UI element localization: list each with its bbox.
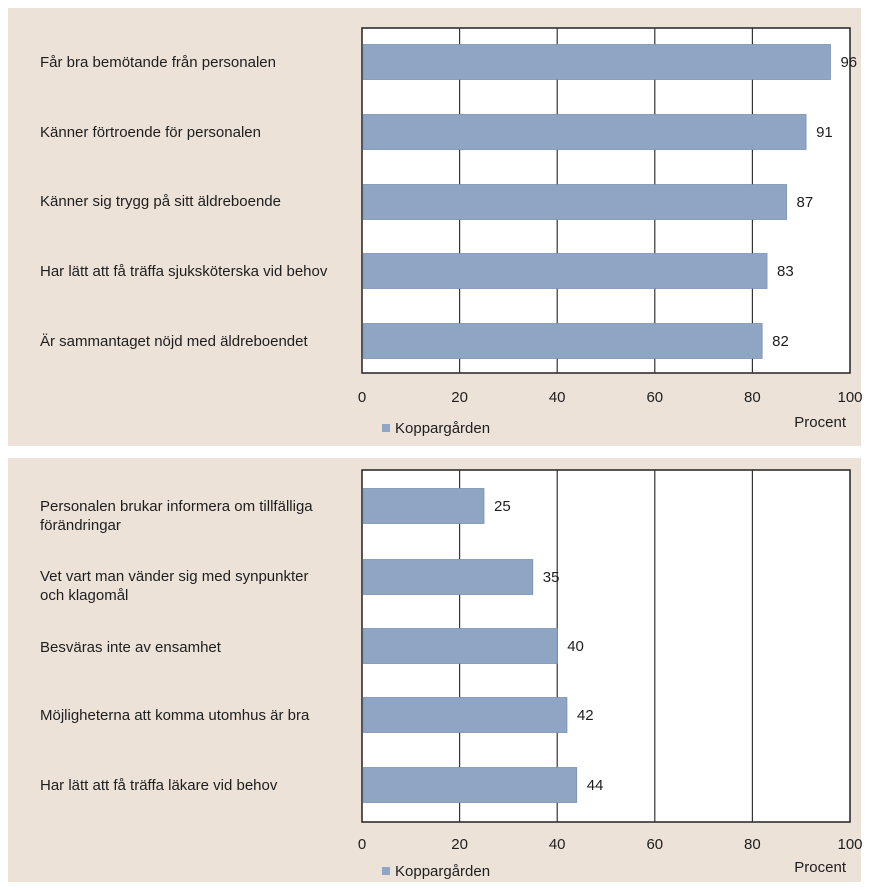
tick-label: 80 (744, 836, 761, 853)
bar (362, 44, 831, 80)
data-label: 91 (816, 124, 833, 141)
category-label: Vet vart man vänder sig med synpunkter o… (40, 568, 309, 604)
bar (362, 184, 787, 220)
data-label: 40 (567, 638, 584, 655)
bar (362, 488, 485, 524)
bar (362, 253, 768, 289)
tick-label: 100 (837, 389, 862, 406)
legend-swatch (382, 424, 390, 432)
category-label: Känner sig trygg på sitt äldreboende (40, 193, 281, 210)
panel-divider (0, 450, 869, 454)
category-label: Känner förtroende för personalen (40, 124, 261, 141)
tick-label: 20 (451, 389, 468, 406)
category-label: Får bra bemötande från personalen (40, 54, 276, 71)
x-axis-title: Procent (794, 414, 847, 431)
bar (362, 697, 568, 733)
tick-label: 40 (549, 836, 566, 853)
tick-label: 60 (646, 389, 663, 406)
category-label: Personalen brukar informera om tillfälli… (40, 498, 313, 534)
legend-label: Koppargården (395, 863, 490, 880)
data-label: 96 (840, 54, 857, 71)
data-label: 25 (494, 498, 511, 515)
bar (362, 559, 534, 595)
legend-label: Koppargården (395, 420, 490, 437)
category-label: Är sammantaget nöjd med äldreboendet (40, 333, 308, 350)
data-label: 42 (577, 707, 594, 724)
data-label: 83 (777, 263, 794, 280)
tick-label: 0 (358, 389, 366, 406)
legend-swatch (382, 867, 390, 875)
tick-label: 100 (837, 836, 862, 853)
data-label: 35 (543, 569, 560, 586)
tick-label: 0 (358, 836, 366, 853)
bar (362, 323, 763, 359)
data-label: 87 (797, 194, 814, 211)
data-label: 82 (772, 333, 789, 350)
tick-label: 60 (646, 836, 663, 853)
category-label: Har lätt att få träffa sjuksköterska vid… (40, 263, 328, 280)
tick-label: 40 (549, 389, 566, 406)
category-label: Möjligheterna att komma utomhus är bra (40, 707, 310, 724)
category-label: Har lätt att få träffa läkare vid behov (40, 777, 278, 794)
bar (362, 114, 807, 150)
data-label: 44 (587, 777, 604, 794)
bar (362, 628, 558, 664)
tick-label: 20 (451, 836, 468, 853)
category-label: Besväras inte av ensamhet (40, 639, 221, 656)
tick-label: 80 (744, 389, 761, 406)
x-axis-title: Procent (794, 859, 847, 876)
bar (362, 767, 578, 803)
